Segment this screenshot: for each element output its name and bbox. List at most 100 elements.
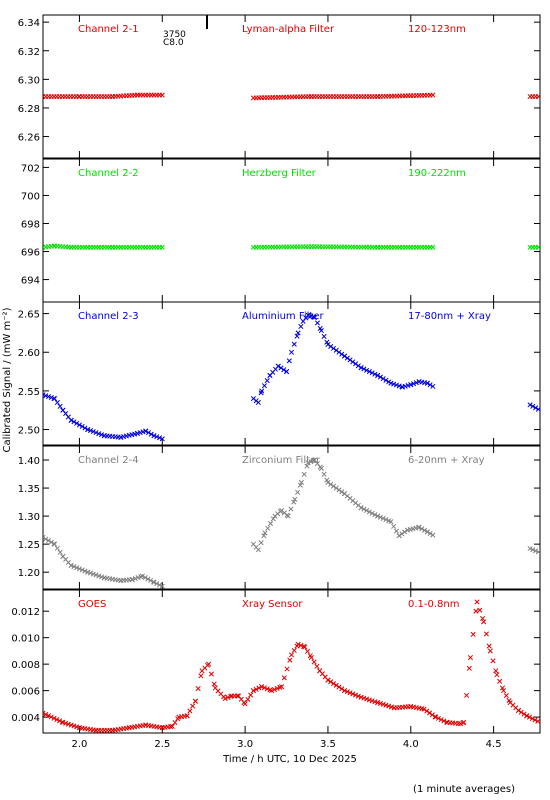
data-point	[388, 704, 395, 710]
data-point	[353, 361, 359, 367]
data-point	[295, 330, 301, 336]
data-point	[54, 545, 60, 551]
panel-frame	[42, 158, 541, 303]
data-point	[499, 685, 506, 691]
data-point	[287, 657, 293, 663]
data-point	[388, 519, 394, 525]
y-tick-label: 0.012	[11, 607, 40, 618]
data-point	[71, 564, 77, 570]
data-points	[43, 457, 540, 589]
x-tick-label: 2.5	[154, 739, 170, 750]
data-point	[336, 487, 342, 493]
data-point	[433, 714, 439, 720]
data-point	[372, 371, 378, 377]
data-point	[43, 711, 49, 717]
x-tick-label: 4.0	[403, 739, 419, 750]
data-point	[76, 566, 83, 572]
data-point	[333, 485, 339, 491]
y-tick-label: 0.004	[11, 713, 40, 724]
data-point	[355, 363, 361, 369]
data-point	[143, 428, 149, 434]
data-point	[93, 430, 99, 436]
data-point	[71, 723, 77, 729]
data-point	[533, 548, 539, 554]
data-point	[383, 377, 389, 383]
data-point	[270, 516, 276, 522]
data-point	[336, 349, 342, 355]
data-point	[419, 526, 425, 532]
y-tick-label: 1.30	[18, 512, 40, 523]
panel-4: 1.20 1.25 1.30 1.35 1.40 Channel 2-4 Zirconium…	[18, 445, 541, 590]
data-point	[366, 369, 372, 375]
data-point	[145, 430, 152, 436]
y-axis-shared-label: Calibrated Signal / (mW m⁻²)	[2, 307, 13, 452]
x-tick-label: 4.5	[486, 739, 502, 750]
x-tick-label: 2.0	[71, 739, 87, 750]
data-point	[169, 723, 175, 729]
data-point	[261, 533, 267, 539]
panel-title-right: 0.1-0.8nm	[408, 599, 460, 610]
data-point	[413, 380, 419, 386]
panels-layer: 6.26 6.28 6.30 6.32 6.34 Channel 2-1 Lyman-alp…	[11, 14, 541, 750]
data-point	[321, 333, 327, 339]
data-point	[391, 381, 397, 387]
data-point	[79, 423, 85, 430]
y-tick-label: 6.28	[18, 104, 40, 115]
data-point	[494, 672, 500, 678]
data-point	[172, 719, 178, 726]
data-point	[393, 382, 399, 388]
data-point	[380, 701, 386, 707]
data-point	[427, 382, 433, 388]
data-point	[261, 685, 267, 691]
data-point	[138, 574, 144, 580]
data-point	[258, 540, 264, 546]
data-point	[245, 696, 251, 703]
x-tick-label: 3.0	[237, 739, 253, 750]
data-point	[311, 314, 317, 320]
data-point	[441, 718, 447, 724]
data-point	[408, 382, 414, 388]
data-point	[151, 433, 157, 439]
y-tick-label: 1.20	[18, 568, 40, 579]
data-point	[255, 399, 261, 406]
data-point	[321, 471, 327, 477]
data-point	[533, 405, 539, 411]
data-point	[145, 576, 151, 582]
footer-note: (1 minute averages)	[413, 784, 515, 795]
data-point	[339, 489, 345, 495]
data-point	[68, 417, 74, 423]
data-point	[344, 355, 350, 361]
data-point	[253, 686, 259, 692]
panel-3: 2.50 2.55 2.60 2.65 Channel 2-3 Aluminium Fil…	[18, 301, 541, 446]
data-point	[467, 654, 473, 661]
data-point	[269, 688, 275, 694]
data-point	[76, 422, 83, 428]
data-point	[156, 435, 163, 441]
data-point	[530, 547, 536, 553]
data-point	[527, 402, 533, 408]
data-point	[154, 434, 160, 440]
panel-title-left: Channel 2-4	[78, 455, 139, 466]
y-tick-label: 0.010	[11, 634, 40, 645]
data-point	[477, 607, 483, 613]
data-point	[535, 406, 540, 412]
panel-title-right: 120-123nm	[408, 24, 466, 35]
data-point	[358, 694, 364, 700]
data-point	[60, 719, 66, 725]
data-point	[430, 532, 436, 538]
data-point	[264, 686, 270, 692]
data-point	[222, 696, 228, 702]
data-point	[292, 496, 298, 502]
data-point	[521, 711, 527, 717]
data-point	[490, 658, 496, 664]
panel-title-right: 6-20nm + Xray	[408, 455, 485, 466]
data-point	[481, 619, 487, 625]
y-tick-label: 2.60	[18, 348, 40, 359]
data-point	[304, 463, 310, 469]
data-point	[285, 513, 291, 519]
data-point	[298, 323, 304, 330]
data-point	[148, 577, 154, 584]
panel-1: 6.26 6.28 6.30 6.32 6.34 Channel 2-1 Lyman-alp…	[18, 14, 541, 159]
y-tick-label: 702	[21, 163, 40, 174]
data-point	[295, 489, 301, 495]
